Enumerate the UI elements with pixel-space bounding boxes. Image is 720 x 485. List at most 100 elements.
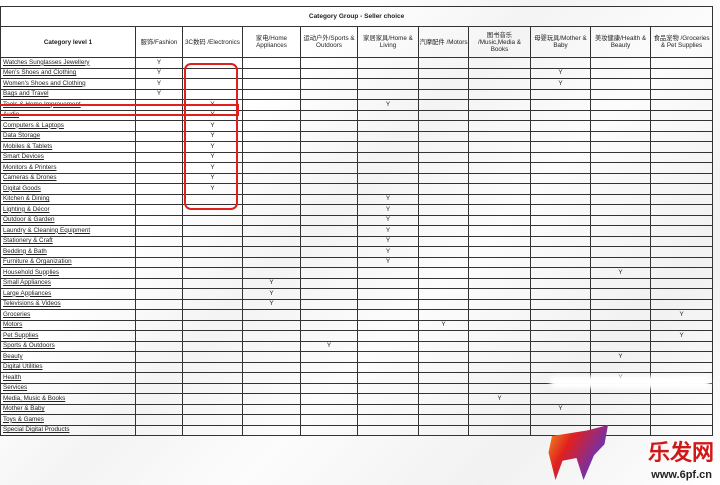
cell [300,403,358,415]
cell [182,267,243,279]
cell [468,319,531,331]
cell [300,309,358,321]
cell: Y [135,78,183,90]
cell: Y [242,288,301,300]
cell [242,172,301,184]
table-row: Small Appliances Y [0,277,714,289]
category-level-header: Category level 1 [0,26,136,58]
category-label: Services [0,382,136,394]
cell [649,183,714,195]
cell [135,414,183,426]
category-label: Small Appliances [0,277,136,289]
cell [530,141,591,153]
cell [182,330,243,342]
cell [468,183,531,195]
category-label: Smart Devices [0,151,136,163]
cell [418,172,469,184]
category-label: Watches Sunglasses Jewellery [0,57,136,69]
cell [357,130,419,142]
cell [182,225,243,237]
cell [649,246,714,258]
cell [468,67,531,79]
cell [135,120,183,132]
cell [590,109,651,121]
cell [418,162,469,174]
cell [649,403,714,415]
column-header: 服饰/Fashion [135,26,183,58]
table-row: Large Appliances Y [0,288,714,300]
blurred-area [550,376,710,388]
cell [357,267,419,279]
cell [182,235,243,247]
cell [182,424,243,436]
cell [468,204,531,216]
cell [530,246,591,258]
cell [530,88,591,100]
table-row: Data Storage Y [0,130,714,142]
watermark-brand: 乐发网 [647,440,714,466]
cell [590,78,651,90]
category-label: Data Storage [0,130,136,142]
cell [468,351,531,363]
cell [135,214,183,226]
cell [468,235,531,247]
cell [590,288,651,300]
cell [357,340,419,352]
cell [590,214,651,226]
cell [418,151,469,163]
cell [418,246,469,258]
column-header: 3C数码 /Electronics [182,26,243,58]
cell [242,309,301,321]
cell [418,277,469,289]
category-label: Laundry & Cleaning Equipment [0,225,136,237]
cell [649,141,714,153]
cell [418,256,469,268]
cell [590,277,651,289]
table-row: Media, Music & Books Y [0,393,714,405]
cell [468,246,531,258]
cell: Y [242,298,301,310]
cell [242,183,301,195]
cell [357,298,419,310]
cell [182,403,243,415]
cell: Y [468,393,531,405]
cell [242,382,301,394]
cell [590,309,651,321]
cell [590,204,651,216]
cell [649,414,714,426]
cell [649,298,714,310]
category-label: Furniture & Organization [0,256,136,268]
cell [530,340,591,352]
cell [300,361,358,373]
cell [418,120,469,132]
cell [468,193,531,205]
cell [418,193,469,205]
cell [242,372,301,384]
category-label: Televisions & Videos [0,298,136,310]
category-label: Stationery & Craft [0,235,136,247]
table-row: Mother & Baby Y [0,403,714,415]
cell [182,372,243,384]
table-row: Watches Sunglasses Jewellery Y [0,57,714,69]
table-row: Motors Y [0,319,714,331]
cell [300,214,358,226]
category-label: Pet Supplies [0,330,136,342]
cell [468,267,531,279]
category-label: Household Supplies [0,267,136,279]
cell [242,330,301,342]
cell [182,246,243,258]
category-label: Kitchen & Dining [0,193,136,205]
cell [418,67,469,79]
cell [135,340,183,352]
cell [135,309,183,321]
cell [135,298,183,310]
cell [530,172,591,184]
cell [357,351,419,363]
cell: Y [357,204,419,216]
cell [418,141,469,153]
cell [649,99,714,111]
cell: Y [135,88,183,100]
column-header: 图书音乐 /Music,Media & Books [468,26,531,58]
table-row: Digital Utilities [0,361,714,373]
cell [135,183,183,195]
